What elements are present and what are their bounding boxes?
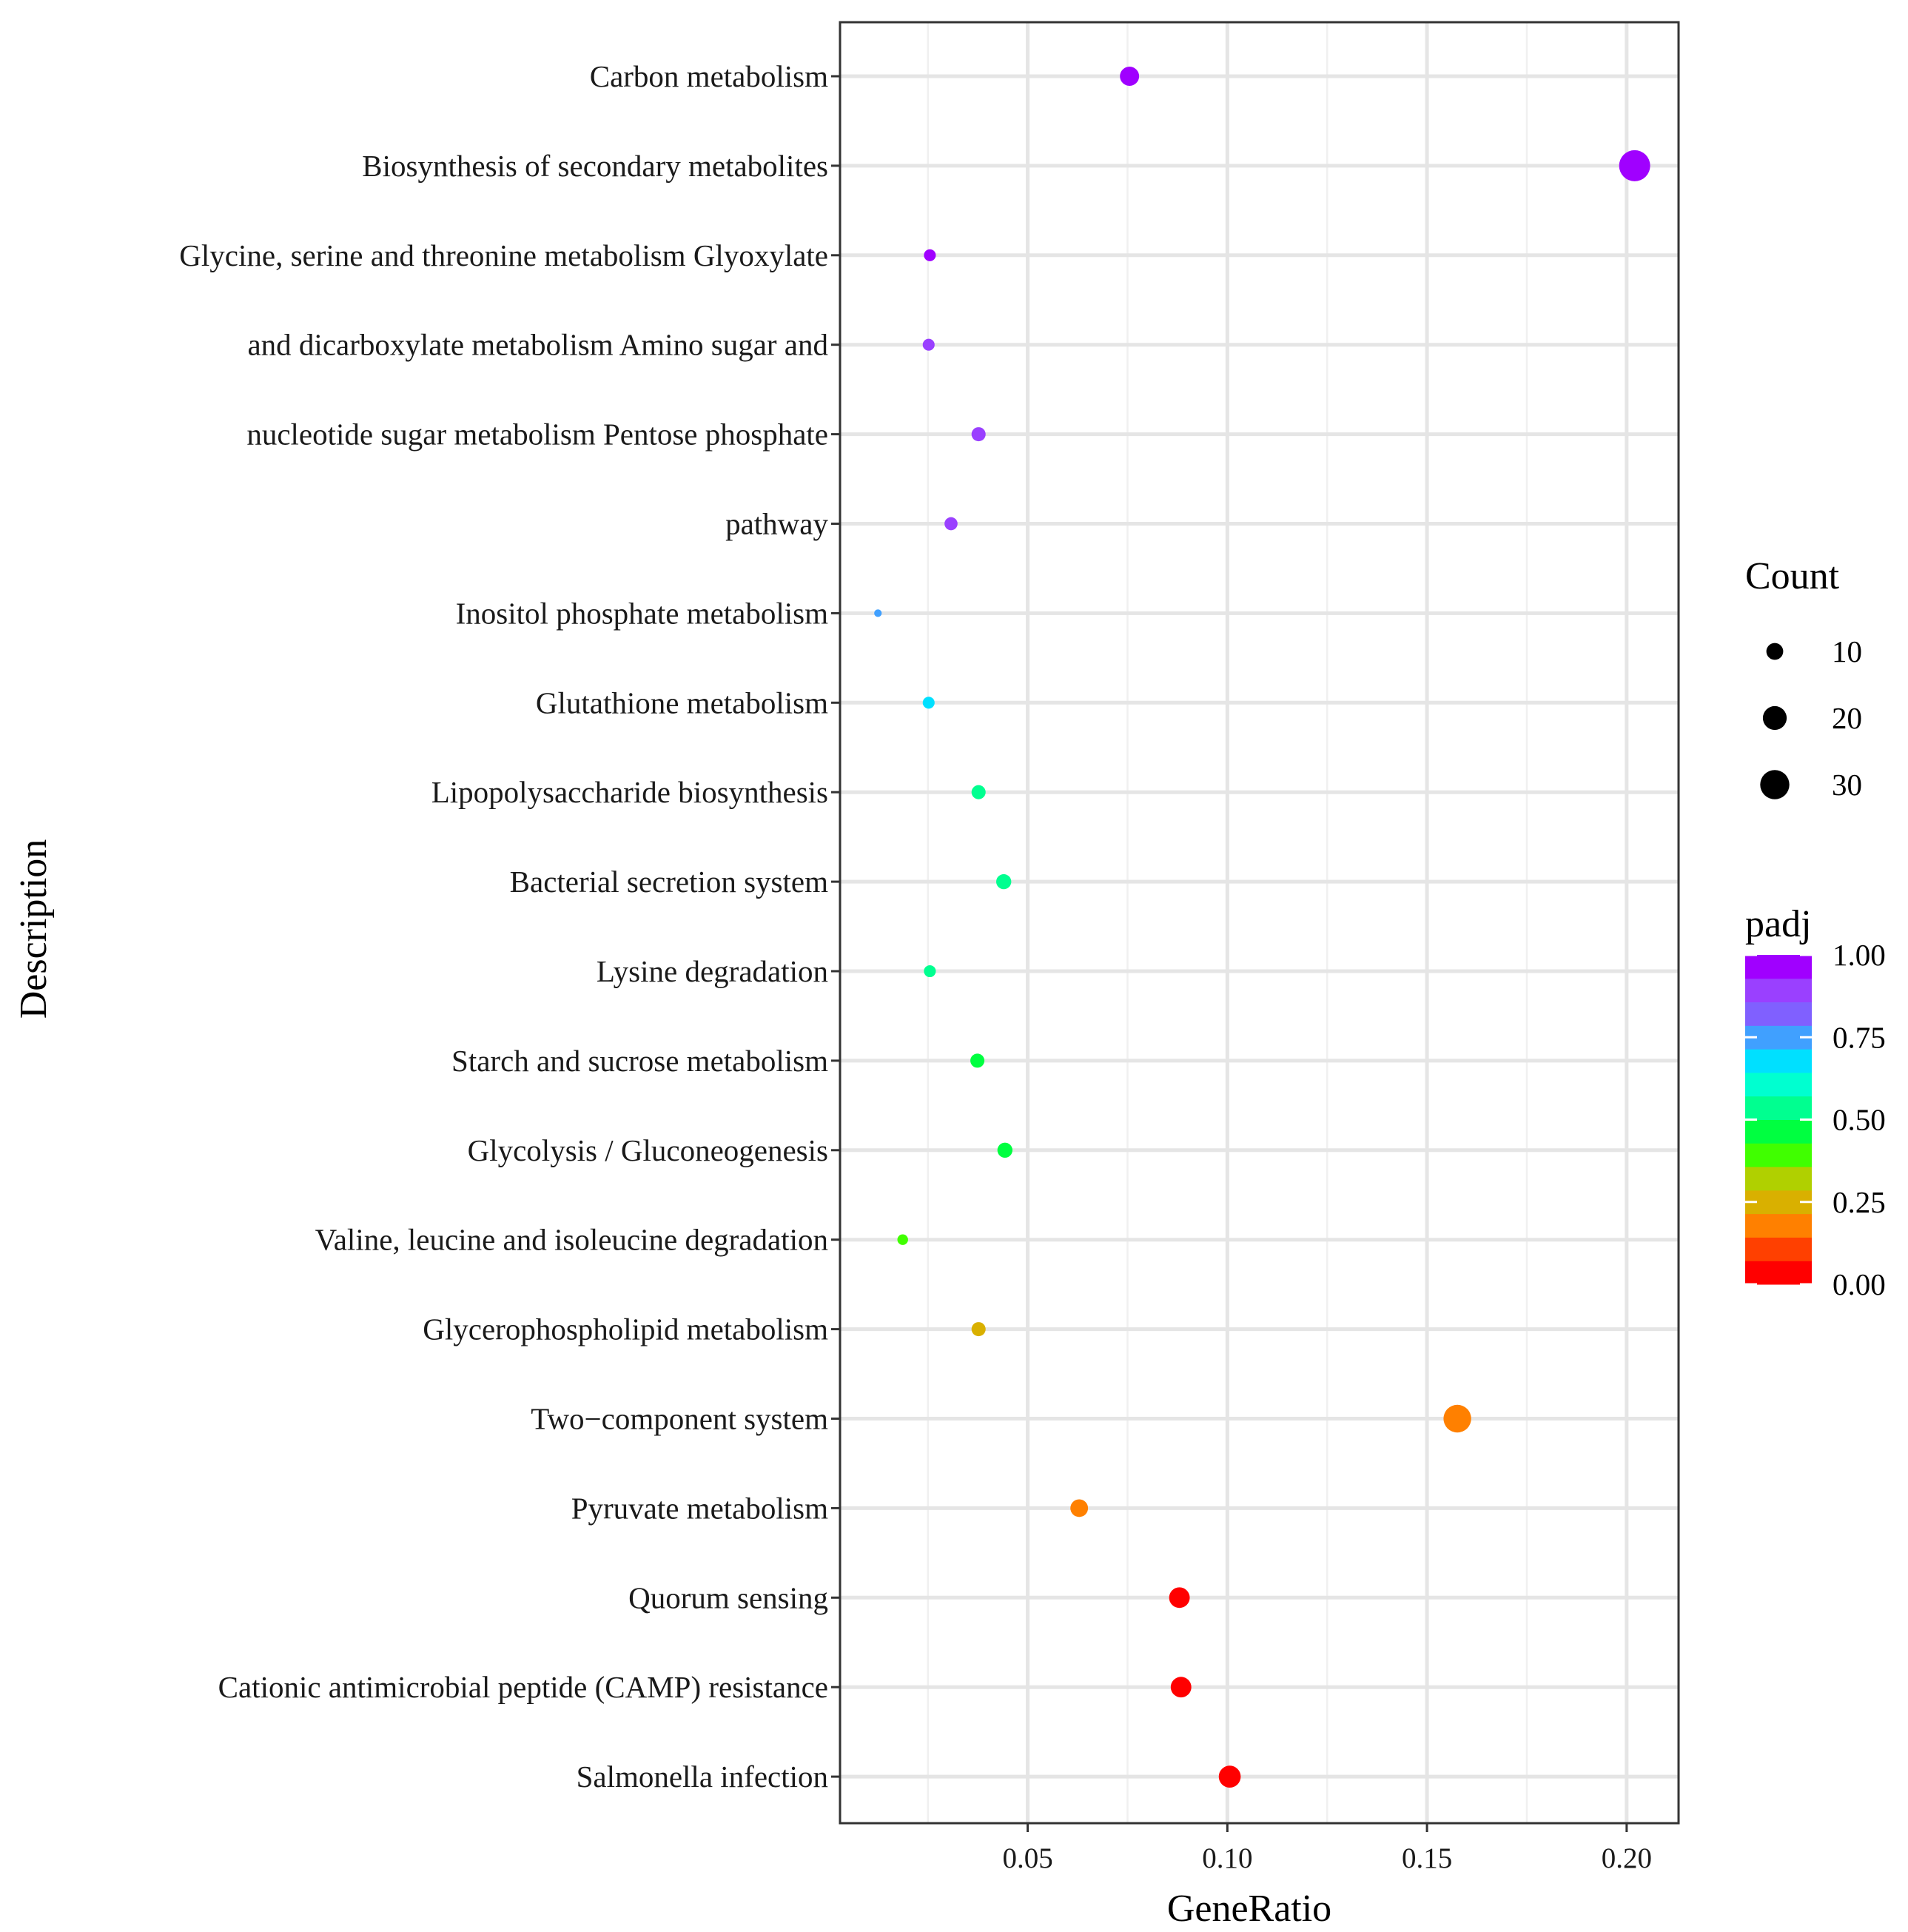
y-tick-label: Bacterial secretion system	[510, 865, 828, 899]
legend-padj-swatch	[1745, 1261, 1812, 1285]
data-point	[971, 1322, 986, 1337]
legend-padj-swatch	[1745, 1143, 1812, 1167]
grid	[840, 22, 1679, 1823]
legend-padj-label: 0.00	[1833, 1267, 1886, 1301]
y-tick-label: Cationic antimicrobial peptide (CAMP) re…	[218, 1670, 828, 1704]
data-point	[1619, 150, 1650, 181]
y-tick-label: Quorum sensing	[628, 1580, 828, 1614]
y-tick-label: Lipopolysaccharide biosynthesis	[431, 775, 828, 809]
panel-border	[839, 21, 1680, 1825]
y-tick-label: Starch and sucrose metabolism	[451, 1044, 828, 1078]
data-point	[924, 249, 936, 261]
legend-count-key	[1760, 770, 1790, 799]
legend-count-key	[1762, 705, 1787, 731]
data-point	[897, 1234, 908, 1245]
legend-padj-swatch	[1745, 1002, 1812, 1026]
y-tick-label: pathway	[725, 507, 828, 541]
y-tick-label: Biosynthesis of secondary metabolites	[362, 149, 828, 183]
legend-padj-swatch	[1745, 955, 1812, 979]
legend-padj-label: 0.50	[1833, 1103, 1886, 1137]
data-point	[1070, 1499, 1089, 1517]
legend-padj-label: 0.75	[1833, 1020, 1886, 1054]
data-point	[971, 427, 986, 442]
legend-padj-swatch	[1745, 1049, 1812, 1073]
legend-padj: padj 1.00 0.75 0.50 0.25 0.00	[1745, 903, 1886, 1301]
data-point	[997, 1142, 1013, 1158]
y-tick-label: Pyruvate metabolism	[571, 1491, 828, 1525]
data-point	[922, 697, 935, 709]
legend-count-label: 20	[1832, 701, 1862, 735]
data-point	[970, 1053, 985, 1068]
y-tick-label: Glycolysis / Gluconeogenesis	[468, 1133, 828, 1167]
legend-count-title: Count	[1745, 555, 1840, 597]
legend-padj-swatch	[1745, 1213, 1812, 1238]
y-tick-label: Glycine, serine and threonine metabolism…	[179, 238, 828, 272]
y-tick-label: Valine, leucine and isoleucine degradati…	[315, 1223, 828, 1257]
data-point	[971, 785, 986, 799]
y-tick-label: Glutathione metabolism	[536, 685, 828, 720]
data-point	[1169, 1587, 1190, 1609]
y-tick-label: Salmonella infection	[577, 1760, 828, 1794]
y-axis: Carbon metabolism Biosynthesis of seconda…	[179, 59, 840, 1794]
y-tick-label: Two−component system	[531, 1402, 828, 1436]
y-tick-label: Glycerophospholipid metabolism	[423, 1312, 828, 1346]
y-tick-label: nucleotide sugar metabolism Pentose phos…	[246, 417, 828, 452]
data-point	[1443, 1404, 1471, 1433]
data-points	[874, 67, 1650, 1788]
legend-count-label: 10	[1832, 634, 1862, 668]
x-tick-label: 0.05	[1002, 1842, 1052, 1874]
legend-count: Count 10 20 30	[1745, 555, 1862, 802]
x-axis: 0.05 0.10 0.15 0.20	[1002, 1823, 1652, 1874]
x-tick-label: 0.10	[1202, 1842, 1252, 1874]
y-tick-label: Carbon metabolism	[590, 59, 828, 93]
legend-padj-label: 1.00	[1833, 938, 1886, 972]
legend-padj-swatch	[1745, 978, 1812, 1003]
x-tick-label: 0.15	[1402, 1842, 1452, 1874]
data-point	[874, 609, 882, 617]
y-tick-label: Lysine degradation	[597, 954, 828, 988]
legend-padj-swatch	[1745, 1096, 1812, 1120]
legend-count-label: 30	[1832, 768, 1862, 802]
x-axis-title: GeneRatio	[1167, 1888, 1331, 1930]
data-point	[924, 965, 936, 978]
legend-padj-swatch	[1745, 1072, 1812, 1097]
legend-padj-label: 0.25	[1833, 1185, 1886, 1219]
data-point	[1170, 1677, 1192, 1698]
legend-padj-title: padj	[1745, 903, 1812, 945]
y-axis-title: Description	[13, 839, 55, 1019]
data-point	[1218, 1765, 1241, 1788]
legend-padj-swatch	[1745, 1167, 1812, 1191]
x-tick-label: 0.20	[1602, 1842, 1652, 1874]
legend-padj-swatch	[1745, 1119, 1812, 1144]
data-point	[944, 517, 958, 531]
data-point	[922, 338, 935, 351]
legend-padj-swatch	[1745, 1237, 1812, 1261]
y-tick-label: Inositol phosphate metabolism	[456, 596, 828, 630]
legend-count-key	[1766, 643, 1784, 660]
y-tick-label: and dicarboxylate metabolism Amino sugar…	[247, 328, 828, 362]
data-point	[1120, 67, 1140, 86]
data-point	[996, 873, 1012, 890]
